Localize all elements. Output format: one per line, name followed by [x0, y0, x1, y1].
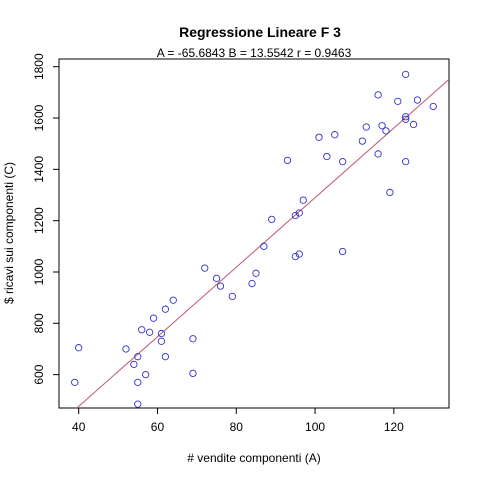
- data-point: [429, 102, 437, 111]
- data-point: [394, 97, 402, 105]
- data-point: [283, 156, 292, 165]
- data-point: [402, 70, 410, 79]
- y-axis: 600 800 1000 1200 1400 1600 1800: [32, 53, 59, 385]
- y-axis-label: $ ricavi sui componenti (C): [2, 162, 16, 304]
- data-point: [161, 305, 170, 313]
- y-tick-label: 1800: [32, 53, 46, 80]
- chart-title: Regressione Lineare F 3: [179, 24, 341, 40]
- data-point: [358, 137, 366, 145]
- x-tick-label: 120: [384, 420, 404, 434]
- data-point: [248, 279, 256, 288]
- x-tick-label: 40: [72, 420, 86, 434]
- data-point: [402, 115, 410, 123]
- data-point: [189, 369, 197, 378]
- data-point: [201, 264, 209, 272]
- data-point: [374, 91, 382, 99]
- x-tick-label: 60: [151, 420, 165, 434]
- data-point: [130, 360, 138, 369]
- x-axis: 40 60 80 100 120: [72, 408, 404, 434]
- data-point: [386, 188, 394, 197]
- data-point: [228, 292, 236, 301]
- scatter-points: [71, 70, 437, 408]
- data-point: [338, 247, 347, 256]
- data-point: [149, 314, 158, 322]
- data-point: [338, 157, 347, 166]
- x-tick-label: 100: [305, 420, 325, 434]
- data-point: [295, 250, 303, 258]
- data-point: [145, 328, 154, 336]
- data-point: [142, 370, 150, 379]
- y-tick-label: 1000: [32, 258, 46, 285]
- y-tick-label: 1600: [32, 104, 46, 131]
- data-point: [122, 345, 130, 353]
- data-point: [402, 157, 410, 166]
- data-point: [157, 329, 166, 338]
- data-point: [413, 96, 422, 104]
- data-point: [161, 353, 170, 361]
- data-point: [189, 335, 197, 343]
- data-point: [362, 123, 370, 131]
- y-tick-label: 600: [32, 364, 46, 384]
- data-point: [323, 152, 331, 161]
- data-point: [134, 378, 142, 386]
- data-point: [71, 378, 79, 386]
- data-point: [157, 337, 166, 345]
- data-point: [260, 242, 268, 250]
- plot-frame: [58, 58, 450, 409]
- data-point: [409, 120, 418, 129]
- data-point: [291, 211, 300, 220]
- y-tick-label: 1400: [32, 156, 46, 183]
- data-point: [134, 353, 142, 361]
- y-tick-label: 800: [32, 313, 46, 333]
- data-point: [212, 274, 221, 283]
- data-point: [299, 196, 307, 204]
- x-tick-label: 80: [230, 420, 244, 434]
- data-point: [402, 113, 410, 121]
- data-point: [268, 215, 276, 224]
- data-point: [315, 133, 323, 141]
- data-point: [378, 122, 386, 130]
- data-point: [169, 296, 177, 304]
- data-point: [216, 282, 225, 290]
- data-point: [138, 326, 146, 334]
- data-point: [291, 252, 300, 261]
- data-point: [295, 209, 303, 217]
- y-tick-label: 1200: [32, 207, 46, 234]
- data-point: [252, 269, 260, 277]
- data-point: [75, 344, 83, 352]
- x-axis-label: # vendite componenti (A): [187, 451, 320, 465]
- data-point: [134, 400, 142, 408]
- data-point: [331, 131, 339, 139]
- data-point: [382, 127, 390, 135]
- data-point: [374, 150, 382, 158]
- chart-subtitle: A = -65.6843 B = 13.5542 r = 0.9463: [157, 46, 352, 60]
